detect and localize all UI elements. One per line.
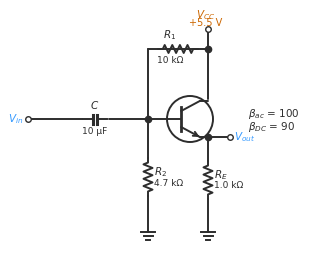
Text: +5.5 V: +5.5 V bbox=[189, 18, 223, 28]
Text: 10 kΩ: 10 kΩ bbox=[157, 56, 183, 65]
Text: 10 μF: 10 μF bbox=[82, 127, 108, 136]
Text: 1.0 kΩ: 1.0 kΩ bbox=[214, 181, 243, 191]
Text: $R_2$: $R_2$ bbox=[154, 165, 167, 179]
Text: $\beta_{ac}$ = 100: $\beta_{ac}$ = 100 bbox=[248, 107, 300, 121]
Text: $V_{out}$: $V_{out}$ bbox=[234, 130, 255, 144]
Text: $\beta_{DC}$ = 90: $\beta_{DC}$ = 90 bbox=[248, 120, 295, 134]
Text: $V_{CC}$: $V_{CC}$ bbox=[196, 8, 216, 22]
Text: $V_{in}$: $V_{in}$ bbox=[8, 112, 23, 126]
Text: $R_1$: $R_1$ bbox=[163, 28, 177, 42]
Text: $R_E$: $R_E$ bbox=[214, 168, 228, 182]
Text: 4.7 kΩ: 4.7 kΩ bbox=[154, 178, 183, 188]
Text: $C$: $C$ bbox=[90, 99, 100, 111]
